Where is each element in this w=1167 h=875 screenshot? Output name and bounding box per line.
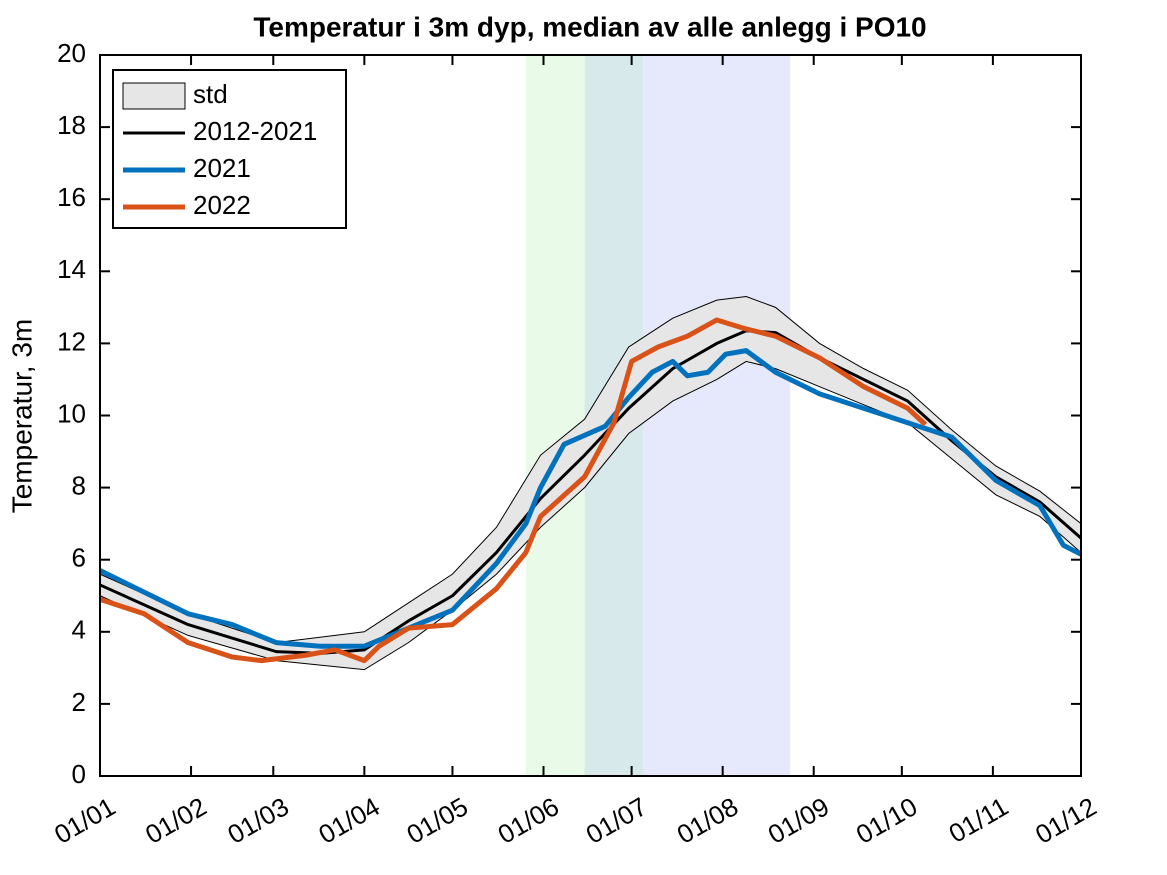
x-tick-label: 01/07 [581,791,652,850]
x-tick-label: 01/05 [402,791,473,850]
x-tick-label: 01/04 [313,791,384,850]
shaded-period [525,55,585,776]
x-tick-label: 01/03 [222,791,293,850]
x-tick-label: 01/10 [851,791,922,850]
x-tick-label: 01/06 [493,791,564,850]
x-tick-label: 01/01 [49,791,120,850]
y-tick-label: 20 [57,38,86,68]
y-tick-label: 18 [57,110,86,140]
shaded-period [643,55,791,776]
y-tick-label: 8 [72,470,86,500]
legend-label: 2012-2021 [193,116,317,146]
y-tick-label: 6 [72,543,86,573]
legend-label: 2021 [193,153,251,183]
y-tick-label: 14 [57,254,86,284]
series-line [98,348,1083,649]
x-tick-label: 01/12 [1030,791,1101,850]
y-axis-label: Temperatur, 3m [6,319,37,514]
y-tick-label: 0 [72,759,86,789]
y-tick-label: 16 [57,182,86,212]
std-edge [99,360,1082,671]
legend-swatch [122,82,186,110]
legend-label: std [193,79,228,109]
x-tick-label: 01/02 [140,791,211,850]
legend: std 2012-2021 2021 2022 [112,69,347,229]
std-band [100,296,1081,670]
chart-title: Temperatur i 3m dyp, median av alle anle… [253,11,926,42]
legend-label: 2022 [193,190,251,220]
x-tick-label: 01/08 [672,791,743,850]
y-tick-label: 2 [72,687,86,717]
y-tick-label: 10 [57,398,86,428]
x-tick-label: 01/11 [944,791,1014,849]
y-tick-label: 12 [57,326,86,356]
series-line [99,317,928,664]
y-tick-label: 4 [72,615,86,645]
x-tick-label: 01/09 [763,791,834,850]
std-edge [99,296,1082,644]
